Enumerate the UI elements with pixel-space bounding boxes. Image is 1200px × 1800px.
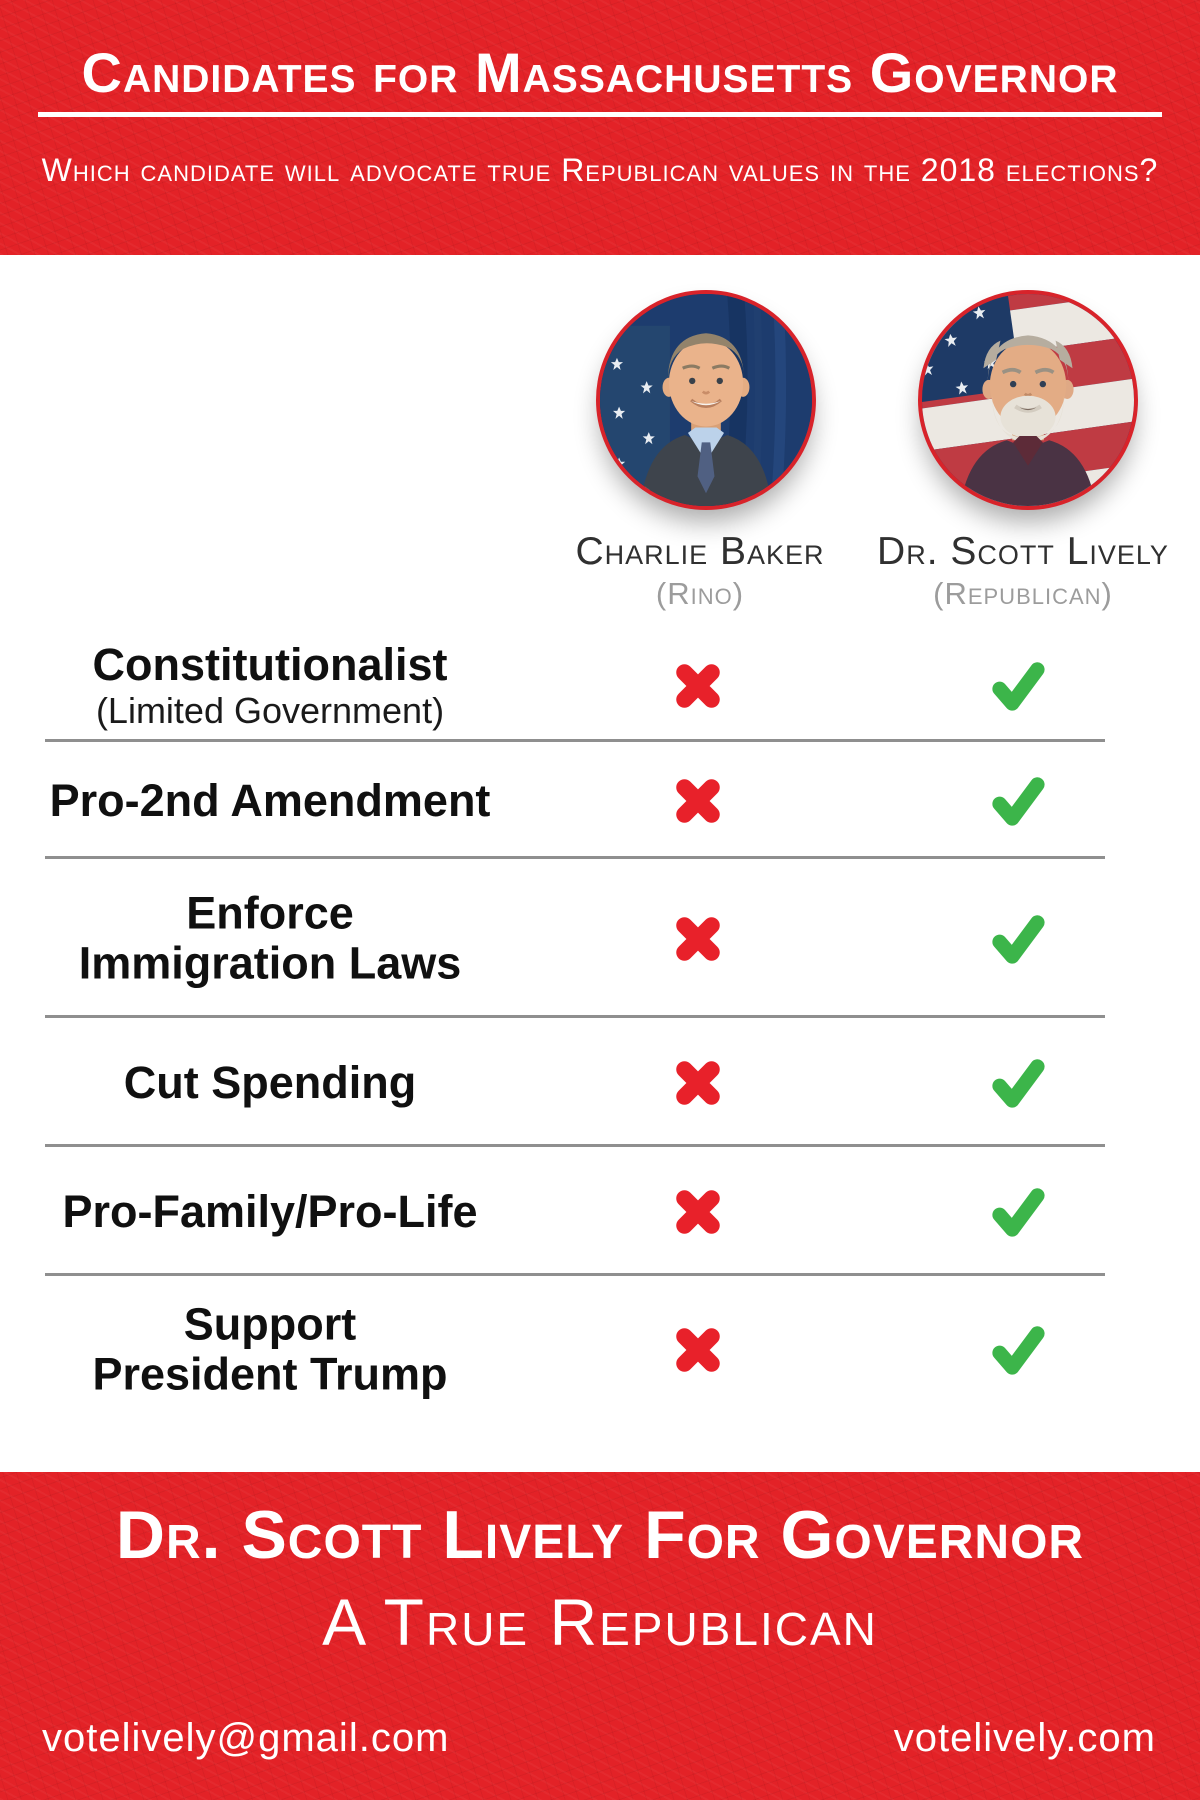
header-band	[0, 0, 1200, 255]
table-row: Pro-2nd Amendment	[0, 742, 1200, 859]
table-row: Constitutionalist (Limited Government)	[0, 630, 1200, 742]
cross-icon	[676, 1328, 720, 1372]
comparison-table: Constitutionalist (Limited Government)	[0, 630, 1200, 1424]
baker-rating-cell	[640, 1183, 756, 1241]
page-title: Candidates for Massachusetts Governor	[81, 41, 1119, 104]
charlie-baker-portrait	[600, 294, 812, 506]
issue-label-wrap: Enforce Immigration Laws	[20, 887, 520, 989]
lively-rating-cell	[960, 910, 1076, 968]
lively-rating-cell	[960, 772, 1076, 830]
row-divider	[45, 1273, 1105, 1276]
check-icon	[992, 776, 1045, 826]
row-divider	[45, 739, 1105, 742]
lively-rating-cell	[960, 1183, 1076, 1241]
issue-label-wrap: Cut Spending	[20, 1056, 520, 1108]
row-divider	[45, 856, 1105, 859]
issue-label: Pro-Family/Pro-Life	[62, 1185, 478, 1237]
footer-headline: Dr. Scott Lively For Governor	[115, 1497, 1085, 1573]
baker-rating-cell	[640, 657, 756, 715]
check-icon	[992, 914, 1045, 964]
scott-lively-photo	[918, 290, 1138, 510]
cross-icon	[676, 778, 720, 823]
check-icon	[992, 1187, 1045, 1237]
lively-rating-cell	[960, 1054, 1076, 1112]
cross-icon	[676, 1189, 720, 1234]
footer-tagline: A True Republican	[322, 1585, 878, 1659]
issue-label-wrap: Constitutionalist (Limited Government)	[20, 639, 520, 732]
row-divider	[45, 1015, 1105, 1018]
table-row: Support President Trump	[0, 1276, 1200, 1424]
baker-rating-cell	[640, 772, 756, 830]
issue-sublabel: (Limited Government)	[95, 690, 445, 732]
title-underline	[38, 112, 1162, 117]
table-row: Enforce Immigration Laws	[0, 859, 1200, 1018]
scott-lively-portrait	[922, 294, 1134, 506]
lively-rating-cell	[960, 657, 1076, 715]
baker-rating-cell	[640, 1054, 756, 1112]
candidate-party-lively: (Republican)	[933, 576, 1113, 611]
page-subtitle: Which candidate will advocate true Repub…	[41, 152, 1159, 188]
cross-icon	[676, 1060, 720, 1105]
issue-label-wrap: Pro-Family/Pro-Life	[20, 1185, 520, 1237]
footer-band	[0, 1472, 1200, 1800]
contact-website: votelively.com	[893, 1716, 1156, 1760]
cross-icon	[676, 664, 720, 708]
check-icon	[992, 1326, 1045, 1375]
issue-label: Cut Spending	[123, 1056, 417, 1108]
issue-label-wrap: Pro-2nd Amendment	[20, 774, 520, 826]
row-divider	[45, 1144, 1105, 1147]
issue-label: Support President Trump	[92, 1298, 448, 1400]
cross-icon	[676, 916, 720, 961]
issue-label-wrap: Support President Trump	[20, 1298, 520, 1401]
candidate-name-baker: Charlie Baker	[575, 530, 825, 573]
table-row: Pro-Family/Pro-Life	[0, 1147, 1200, 1276]
table-row: Cut Spending	[0, 1018, 1200, 1147]
candidate-name-lively: Dr. Scott Lively	[877, 530, 1169, 573]
issue-label: Enforce Immigration Laws	[78, 887, 462, 989]
check-icon	[992, 662, 1045, 711]
charlie-baker-photo	[596, 290, 816, 510]
lively-rating-cell	[960, 1321, 1076, 1379]
contact-email: votelively@gmail.com	[42, 1716, 450, 1760]
candidate-party-baker: (Rino)	[655, 576, 745, 611]
check-icon	[992, 1058, 1045, 1108]
baker-figure	[640, 333, 772, 506]
baker-rating-cell	[640, 1321, 756, 1379]
issue-label: Pro-2nd Amendment	[49, 774, 491, 826]
lively-figure	[960, 335, 1096, 506]
issue-label: Constitutionalist	[92, 639, 448, 691]
baker-rating-cell	[640, 910, 756, 968]
